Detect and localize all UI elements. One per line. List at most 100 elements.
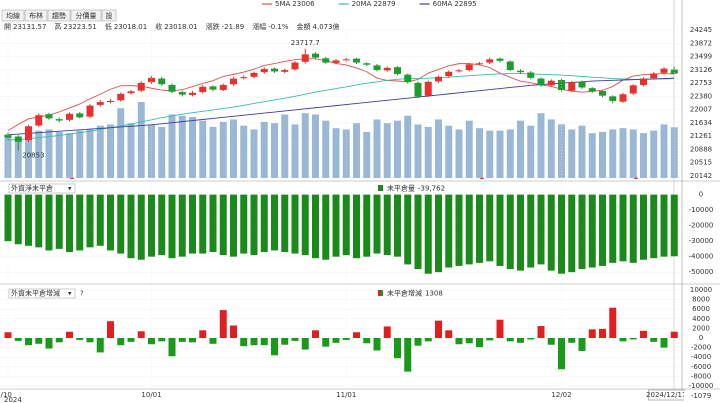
bar bbox=[158, 338, 166, 342]
tab[interactable] bbox=[1, 9, 25, 22]
tab-label[interactable]: 設 bbox=[106, 11, 113, 20]
candle-body bbox=[301, 54, 309, 62]
bar bbox=[517, 338, 524, 343]
bar bbox=[363, 194, 371, 257]
tab[interactable] bbox=[47, 9, 71, 22]
bar bbox=[96, 338, 104, 353]
bar bbox=[322, 338, 330, 347]
low-annotation: 20853 bbox=[22, 152, 44, 160]
y-tick-label: 21634 bbox=[690, 119, 713, 127]
bar bbox=[578, 338, 586, 351]
bar bbox=[260, 338, 268, 346]
y-tick-label: 22380 bbox=[690, 92, 712, 100]
candle-body bbox=[435, 76, 442, 82]
bar bbox=[670, 194, 678, 257]
y-tick-label: 20142 bbox=[690, 172, 712, 180]
volume-bar bbox=[445, 125, 453, 178]
info-value: -21.89 bbox=[222, 23, 245, 31]
bar bbox=[332, 338, 340, 343]
bar bbox=[527, 194, 535, 268]
candle-body bbox=[342, 59, 350, 61]
volume-bar bbox=[35, 130, 43, 178]
bar bbox=[547, 194, 555, 271]
volume-bar bbox=[25, 136, 32, 178]
dropdown[interactable] bbox=[8, 183, 76, 194]
bar bbox=[301, 338, 309, 350]
bar bbox=[588, 194, 596, 268]
legend-value: 23006 bbox=[292, 0, 315, 8]
bar bbox=[45, 338, 53, 349]
candle-body bbox=[4, 134, 12, 138]
candle-body bbox=[281, 70, 289, 72]
volume-bar bbox=[189, 116, 196, 178]
tab-label[interactable]: 均線 bbox=[6, 11, 20, 20]
dropdown[interactable] bbox=[8, 288, 76, 299]
candle-body bbox=[578, 81, 586, 88]
bar bbox=[506, 194, 514, 270]
dropdown-arrow[interactable]: ▾ bbox=[68, 185, 72, 193]
candle-body bbox=[404, 74, 412, 83]
bar bbox=[424, 194, 432, 274]
candle-body bbox=[189, 92, 196, 95]
info-value: 23131.57 bbox=[13, 23, 46, 31]
tab-label[interactable]: 布林 bbox=[29, 11, 43, 20]
tab[interactable] bbox=[24, 9, 48, 22]
volume-bar bbox=[476, 128, 483, 178]
tab[interactable] bbox=[70, 9, 102, 22]
y-tick-label: 23872 bbox=[690, 39, 712, 47]
bar bbox=[445, 194, 453, 268]
candle-body bbox=[312, 53, 319, 58]
candle-body bbox=[55, 119, 63, 121]
candle-body bbox=[209, 86, 217, 90]
bar bbox=[394, 194, 401, 257]
bar bbox=[250, 194, 258, 256]
volume-bar bbox=[148, 124, 155, 178]
bar bbox=[609, 194, 617, 263]
volume-bar bbox=[312, 114, 319, 178]
candle-body bbox=[670, 69, 678, 74]
tab-label[interactable]: 趨勢 bbox=[52, 11, 66, 20]
volume-bar bbox=[76, 130, 84, 178]
tab[interactable] bbox=[101, 9, 117, 22]
x-tick-label: 12/02 bbox=[551, 391, 571, 399]
bar bbox=[629, 338, 637, 340]
bar bbox=[383, 194, 391, 256]
y-tick-label: 21261 bbox=[690, 132, 712, 140]
bar bbox=[35, 338, 43, 344]
info-label: 金額 bbox=[297, 22, 311, 31]
bar bbox=[547, 338, 555, 345]
x-tick-label: 2024/12/17 bbox=[646, 391, 686, 399]
candle-body bbox=[465, 64, 473, 71]
help-icon[interactable]: ? bbox=[80, 290, 84, 298]
candle-body bbox=[424, 81, 432, 96]
bar bbox=[486, 338, 494, 341]
bar bbox=[281, 194, 289, 252]
bar bbox=[230, 194, 237, 257]
bar bbox=[373, 338, 381, 351]
volume-bar bbox=[568, 129, 576, 178]
legend-label: 5MA bbox=[275, 0, 290, 8]
bar bbox=[527, 338, 535, 340]
candle-body bbox=[127, 91, 135, 94]
high-annotation: 23717.7 bbox=[291, 39, 320, 47]
bar bbox=[178, 194, 186, 257]
candle-body bbox=[383, 67, 391, 71]
candle-body bbox=[35, 115, 43, 126]
candle-body bbox=[527, 72, 535, 78]
bar bbox=[568, 338, 576, 343]
ma-line bbox=[7, 73, 675, 141]
candle-body bbox=[76, 113, 84, 118]
legend-swatch bbox=[380, 185, 383, 191]
candle-body bbox=[650, 73, 658, 79]
volume-bar bbox=[629, 129, 637, 178]
bar bbox=[107, 194, 114, 251]
tab-label[interactable]: 分價量 bbox=[76, 11, 97, 20]
bar bbox=[342, 338, 350, 340]
dropdown-arrow[interactable]: ▾ bbox=[68, 290, 72, 298]
volume-bar bbox=[45, 129, 53, 178]
dropdown-label[interactable]: 外資淨未平倉 bbox=[11, 184, 53, 193]
volume-bar bbox=[414, 124, 422, 178]
dropdown-label[interactable]: 外資未平倉增減 bbox=[11, 289, 60, 298]
bar bbox=[414, 338, 422, 346]
bar bbox=[219, 310, 227, 338]
